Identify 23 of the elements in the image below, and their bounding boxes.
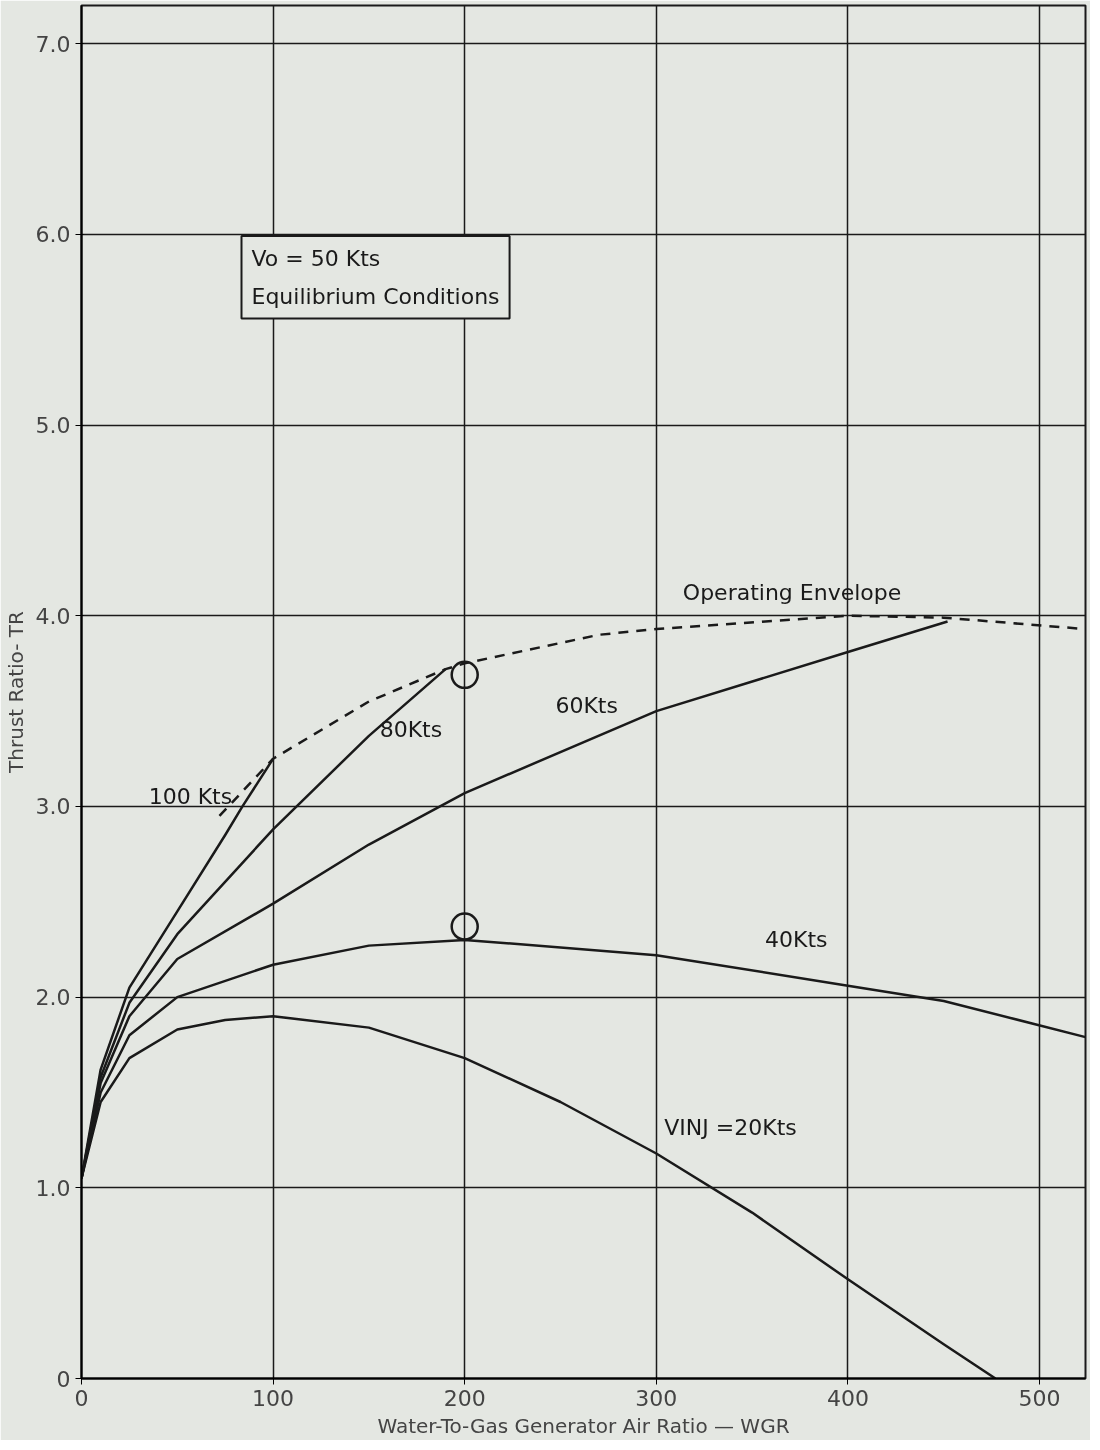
y-tick-label: 2.0 bbox=[35, 985, 71, 1011]
y-axis-title: Thrust Ratio- TR bbox=[3, 610, 28, 774]
annotation: Equilibrium Conditions bbox=[251, 283, 500, 309]
y-tick-label: 5.0 bbox=[35, 413, 71, 439]
y-tick-label: 1.0 bbox=[35, 1175, 71, 1201]
x-tick-label: 0 bbox=[74, 1385, 89, 1411]
x-tick-label: 500 bbox=[1018, 1385, 1061, 1411]
x-tick-label: 300 bbox=[635, 1385, 678, 1411]
x-tick-label: 200 bbox=[443, 1385, 486, 1411]
series-label: VINJ =20Kts bbox=[664, 1114, 797, 1140]
x-tick-label: 100 bbox=[252, 1385, 295, 1411]
y-tick-label: 7.0 bbox=[35, 31, 71, 57]
annotation: Vo = 50 Kts bbox=[251, 246, 381, 271]
y-tick-label: 4.0 bbox=[35, 603, 71, 629]
series-label: 100 Kts bbox=[148, 783, 233, 809]
series-label: 80Kts bbox=[379, 717, 443, 743]
x-axis-title: Water-To-Gas Generator Air Ratio — WGR bbox=[377, 1413, 790, 1438]
series-label: 40Kts bbox=[765, 926, 828, 952]
x-tick-label: 400 bbox=[826, 1385, 869, 1411]
series-label: 60Kts bbox=[555, 692, 618, 718]
y-tick-label: 0 bbox=[56, 1366, 71, 1392]
y-tick-label: 6.0 bbox=[35, 222, 71, 248]
y-tick-label: 3.0 bbox=[35, 794, 71, 820]
